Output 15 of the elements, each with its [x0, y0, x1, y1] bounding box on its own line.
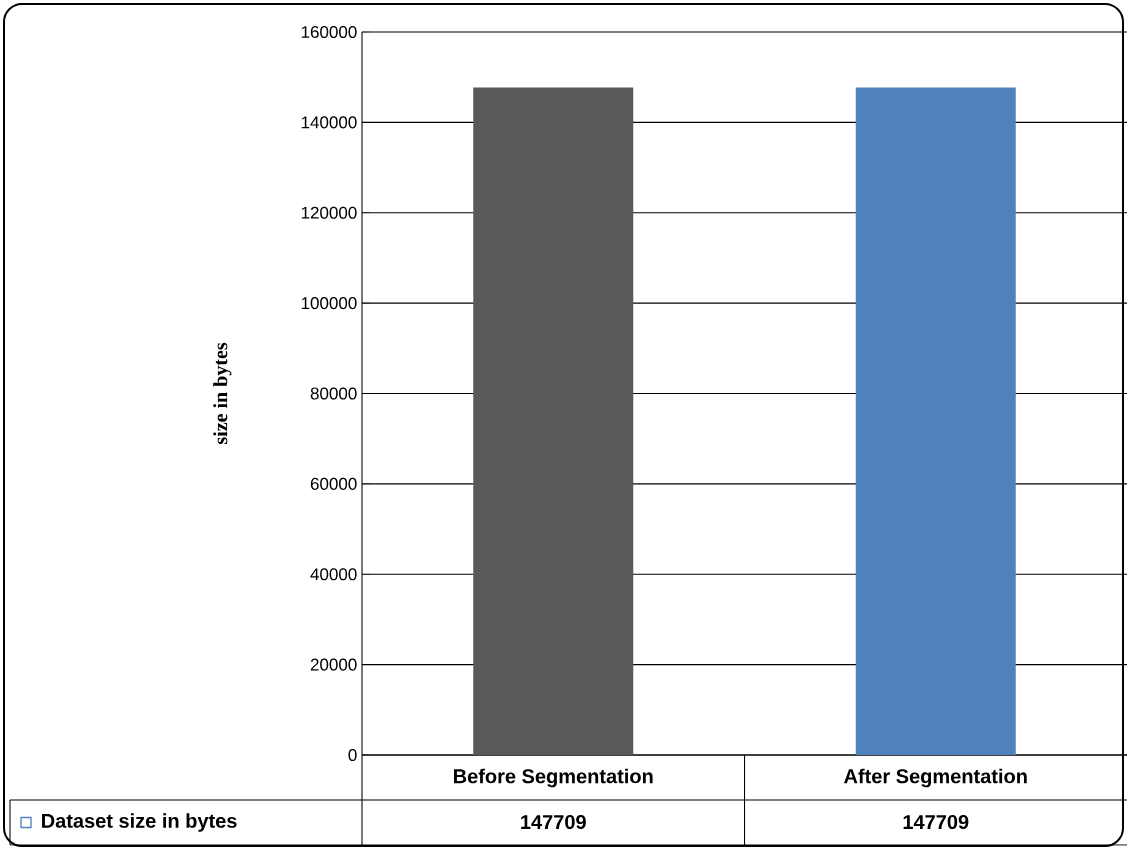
y-tick-label: 120000: [301, 206, 357, 219]
x-tick-label: After Segmentation: [844, 768, 1027, 788]
y-tick-label: 0: [348, 748, 357, 762]
y-tick-label: 60000: [310, 477, 357, 490]
y-tick-label: 20000: [310, 658, 357, 671]
y-tick-label: 160000: [301, 25, 357, 39]
y-axis-title: size in bytes: [213, 342, 232, 444]
y-tick-label: 40000: [310, 568, 357, 581]
x-tick-label: Before Segmentation: [454, 768, 653, 788]
y-tick-label: 100000: [301, 297, 357, 310]
legend-label: Dataset size in bytes: [42, 813, 237, 832]
y-tick-label: 140000: [301, 116, 357, 129]
data-label: 147709: [521, 814, 586, 830]
data-label: 147709: [903, 814, 969, 830]
y-tick-label: 80000: [310, 387, 357, 400]
